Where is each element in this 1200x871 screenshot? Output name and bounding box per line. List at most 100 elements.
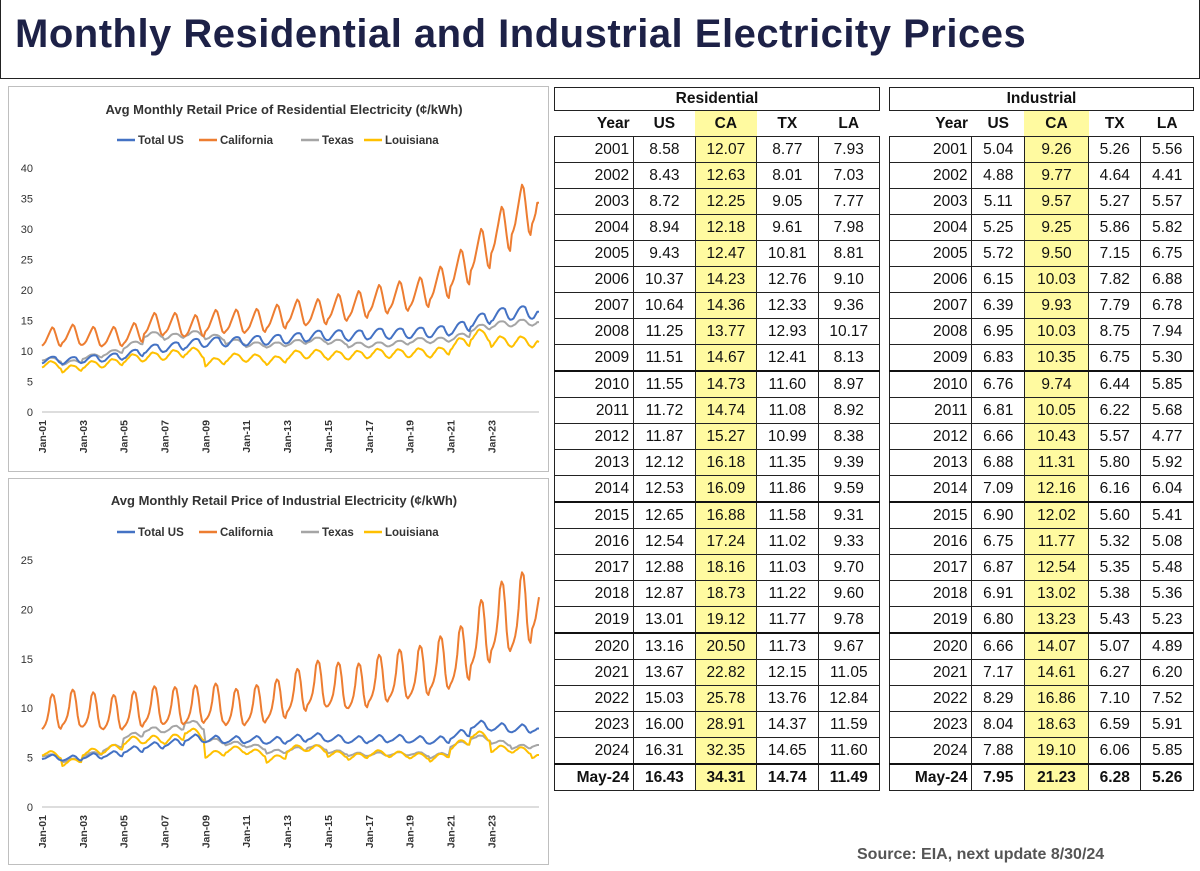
- series-line-tx: [41, 318, 539, 367]
- price-cell-us: 15.03: [633, 685, 696, 712]
- table-row: 2023 8.04 18.63 6.59 5.91: [888, 711, 1194, 738]
- table-row: 2018 6.91 13.02 5.38 5.36: [888, 580, 1194, 607]
- price-cell-us: 6.83: [971, 344, 1025, 372]
- price-cell-ca: 10.03: [1023, 266, 1090, 293]
- series-line-us: [41, 305, 539, 366]
- price-cell-tx: 5.38: [1087, 580, 1142, 607]
- table-row: 2023 16.00 28.91 14.37 11.59: [553, 711, 881, 738]
- x-tick-label: Jan-19: [405, 420, 417, 453]
- price-cell-us: 6.75: [971, 528, 1025, 555]
- price-cell-ca: 12.47: [694, 240, 758, 267]
- x-tick-label: Jan-23: [486, 815, 498, 848]
- price-cell-us: 8.43: [633, 162, 696, 189]
- year-cell: 2022: [553, 685, 635, 712]
- price-cell-us: 11.55: [633, 370, 696, 398]
- price-cell-us: 12.12: [633, 449, 696, 476]
- x-tick-label: Jan-07: [160, 420, 172, 453]
- table-row: 2006 10.37 14.23 12.76 9.10: [553, 266, 881, 293]
- x-tick-label: Jan-05: [119, 420, 131, 453]
- price-cell-ca: 12.54: [1023, 554, 1090, 581]
- table-row: 2012 11.87 15.27 10.99 8.38: [553, 423, 881, 450]
- year-cell: 2018: [888, 580, 973, 607]
- price-cell-us: 13.67: [633, 659, 696, 686]
- table-row: 2014 7.09 12.16 6.16 6.04: [888, 475, 1194, 503]
- table-row: 2012 6.66 10.43 5.57 4.77: [888, 423, 1194, 450]
- x-tick-label: Jan-05: [119, 815, 131, 848]
- year-cell: 2024: [888, 737, 973, 765]
- year-cell: 2007: [888, 292, 973, 319]
- price-cell-tx: 5.43: [1087, 606, 1142, 634]
- price-cell-la: 9.36: [817, 292, 881, 319]
- price-cell-us: 8.29: [971, 685, 1025, 712]
- price-cell-tx: 11.77: [756, 606, 819, 634]
- x-tick-label: Jan-03: [78, 420, 90, 453]
- price-cell-tx: 9.61: [756, 214, 819, 241]
- table-row: 2005 5.72 9.50 7.15 6.75: [888, 240, 1194, 267]
- year-cell: 2017: [888, 554, 973, 581]
- price-cell-ca: 12.18: [694, 214, 758, 241]
- price-cell-ca: 9.25: [1023, 214, 1090, 241]
- price-cell-tx: 7.82: [1087, 266, 1142, 293]
- legend-label-ca: California: [220, 527, 274, 539]
- price-cell-ca: 9.93: [1023, 292, 1090, 319]
- price-cell-ca: 18.16: [694, 554, 758, 581]
- chart-title: Avg Monthly Retail Price of Industrial E…: [111, 493, 457, 508]
- x-tick-label: Jan-21: [445, 815, 457, 848]
- y-tick-label: 20: [21, 285, 33, 297]
- industrial-chart-frame: Avg Monthly Retail Price of Industrial E…: [8, 478, 549, 865]
- series-line-ca: [41, 571, 540, 731]
- y-tick-label: 0: [27, 802, 33, 814]
- table-row: 2020 13.16 20.50 11.73 9.67: [553, 632, 881, 660]
- table-row: 2013 12.12 16.18 11.35 9.39: [553, 449, 881, 476]
- legend-label-ca: California: [220, 135, 274, 147]
- price-cell-ca: 9.77: [1023, 162, 1090, 189]
- year-cell: 2022: [888, 685, 973, 712]
- year-cell: May-24: [888, 763, 973, 791]
- price-cell-ca: 18.73: [694, 580, 758, 607]
- x-tick-label: Jan-21: [445, 420, 457, 453]
- source-note: Source: EIA, next update 8/30/24: [857, 846, 1105, 863]
- price-cell-la: 6.75: [1140, 240, 1194, 267]
- price-cell-us: 7.17: [971, 659, 1025, 686]
- residential-chart-frame: Avg Monthly Retail Price of Residential …: [8, 86, 549, 472]
- table-row: 2017 12.88 18.16 11.03 9.70: [553, 554, 881, 581]
- year-cell: 2011: [553, 397, 635, 424]
- y-tick-label: 25: [21, 555, 33, 567]
- price-cell-tx: 11.86: [756, 475, 819, 503]
- price-cell-tx: 6.27: [1087, 659, 1142, 686]
- table-row: 2018 12.87 18.73 11.22 9.60: [553, 580, 881, 607]
- price-cell-tx: 8.77: [756, 136, 819, 163]
- price-cell-tx: 7.10: [1087, 685, 1142, 712]
- price-cell-tx: 5.07: [1087, 632, 1142, 660]
- price-cell-la: 9.59: [817, 475, 881, 503]
- column-header-us: US: [987, 114, 1009, 132]
- price-cell-tx: 11.58: [756, 501, 819, 529]
- price-cell-tx: 6.06: [1087, 737, 1142, 765]
- residential-price-table: Residential Year US CA TX LA 2001 8.58 12.07 8.77…: [553, 87, 881, 791]
- year-cell: 2001: [553, 136, 635, 163]
- year-cell: 2009: [888, 344, 973, 372]
- column-header-tx: TX: [777, 114, 798, 132]
- price-cell-la: 11.59: [817, 711, 881, 738]
- price-cell-us: 8.04: [971, 711, 1025, 738]
- price-cell-la: 5.91: [1140, 711, 1194, 738]
- price-cell-la: 7.93: [817, 136, 881, 163]
- y-tick-label: 25: [21, 255, 33, 267]
- x-tick-label: Jan-07: [160, 815, 172, 848]
- year-cell: 2005: [553, 240, 635, 267]
- industrial-price-chart: Avg Monthly Retail Price of Industrial E…: [21, 493, 540, 848]
- price-cell-tx: 5.86: [1087, 214, 1142, 241]
- price-cell-tx: 6.22: [1087, 397, 1142, 424]
- price-cell-la: 7.77: [817, 188, 881, 215]
- table-row: 2019 6.80 13.23 5.43 5.23: [888, 606, 1194, 634]
- table-row: 2020 6.66 14.07 5.07 4.89: [888, 632, 1194, 660]
- price-cell-ca: 14.61: [1023, 659, 1090, 686]
- y-tick-label: 15: [21, 654, 33, 666]
- price-cell-tx: 5.60: [1087, 501, 1142, 529]
- price-cell-ca: 16.18: [694, 449, 758, 476]
- price-cell-us: 5.72: [971, 240, 1025, 267]
- price-cell-tx: 13.76: [756, 685, 819, 712]
- price-cell-la: 5.26: [1140, 763, 1194, 791]
- y-tick-label: 20: [21, 604, 33, 616]
- price-cell-ca: 28.91: [694, 711, 758, 738]
